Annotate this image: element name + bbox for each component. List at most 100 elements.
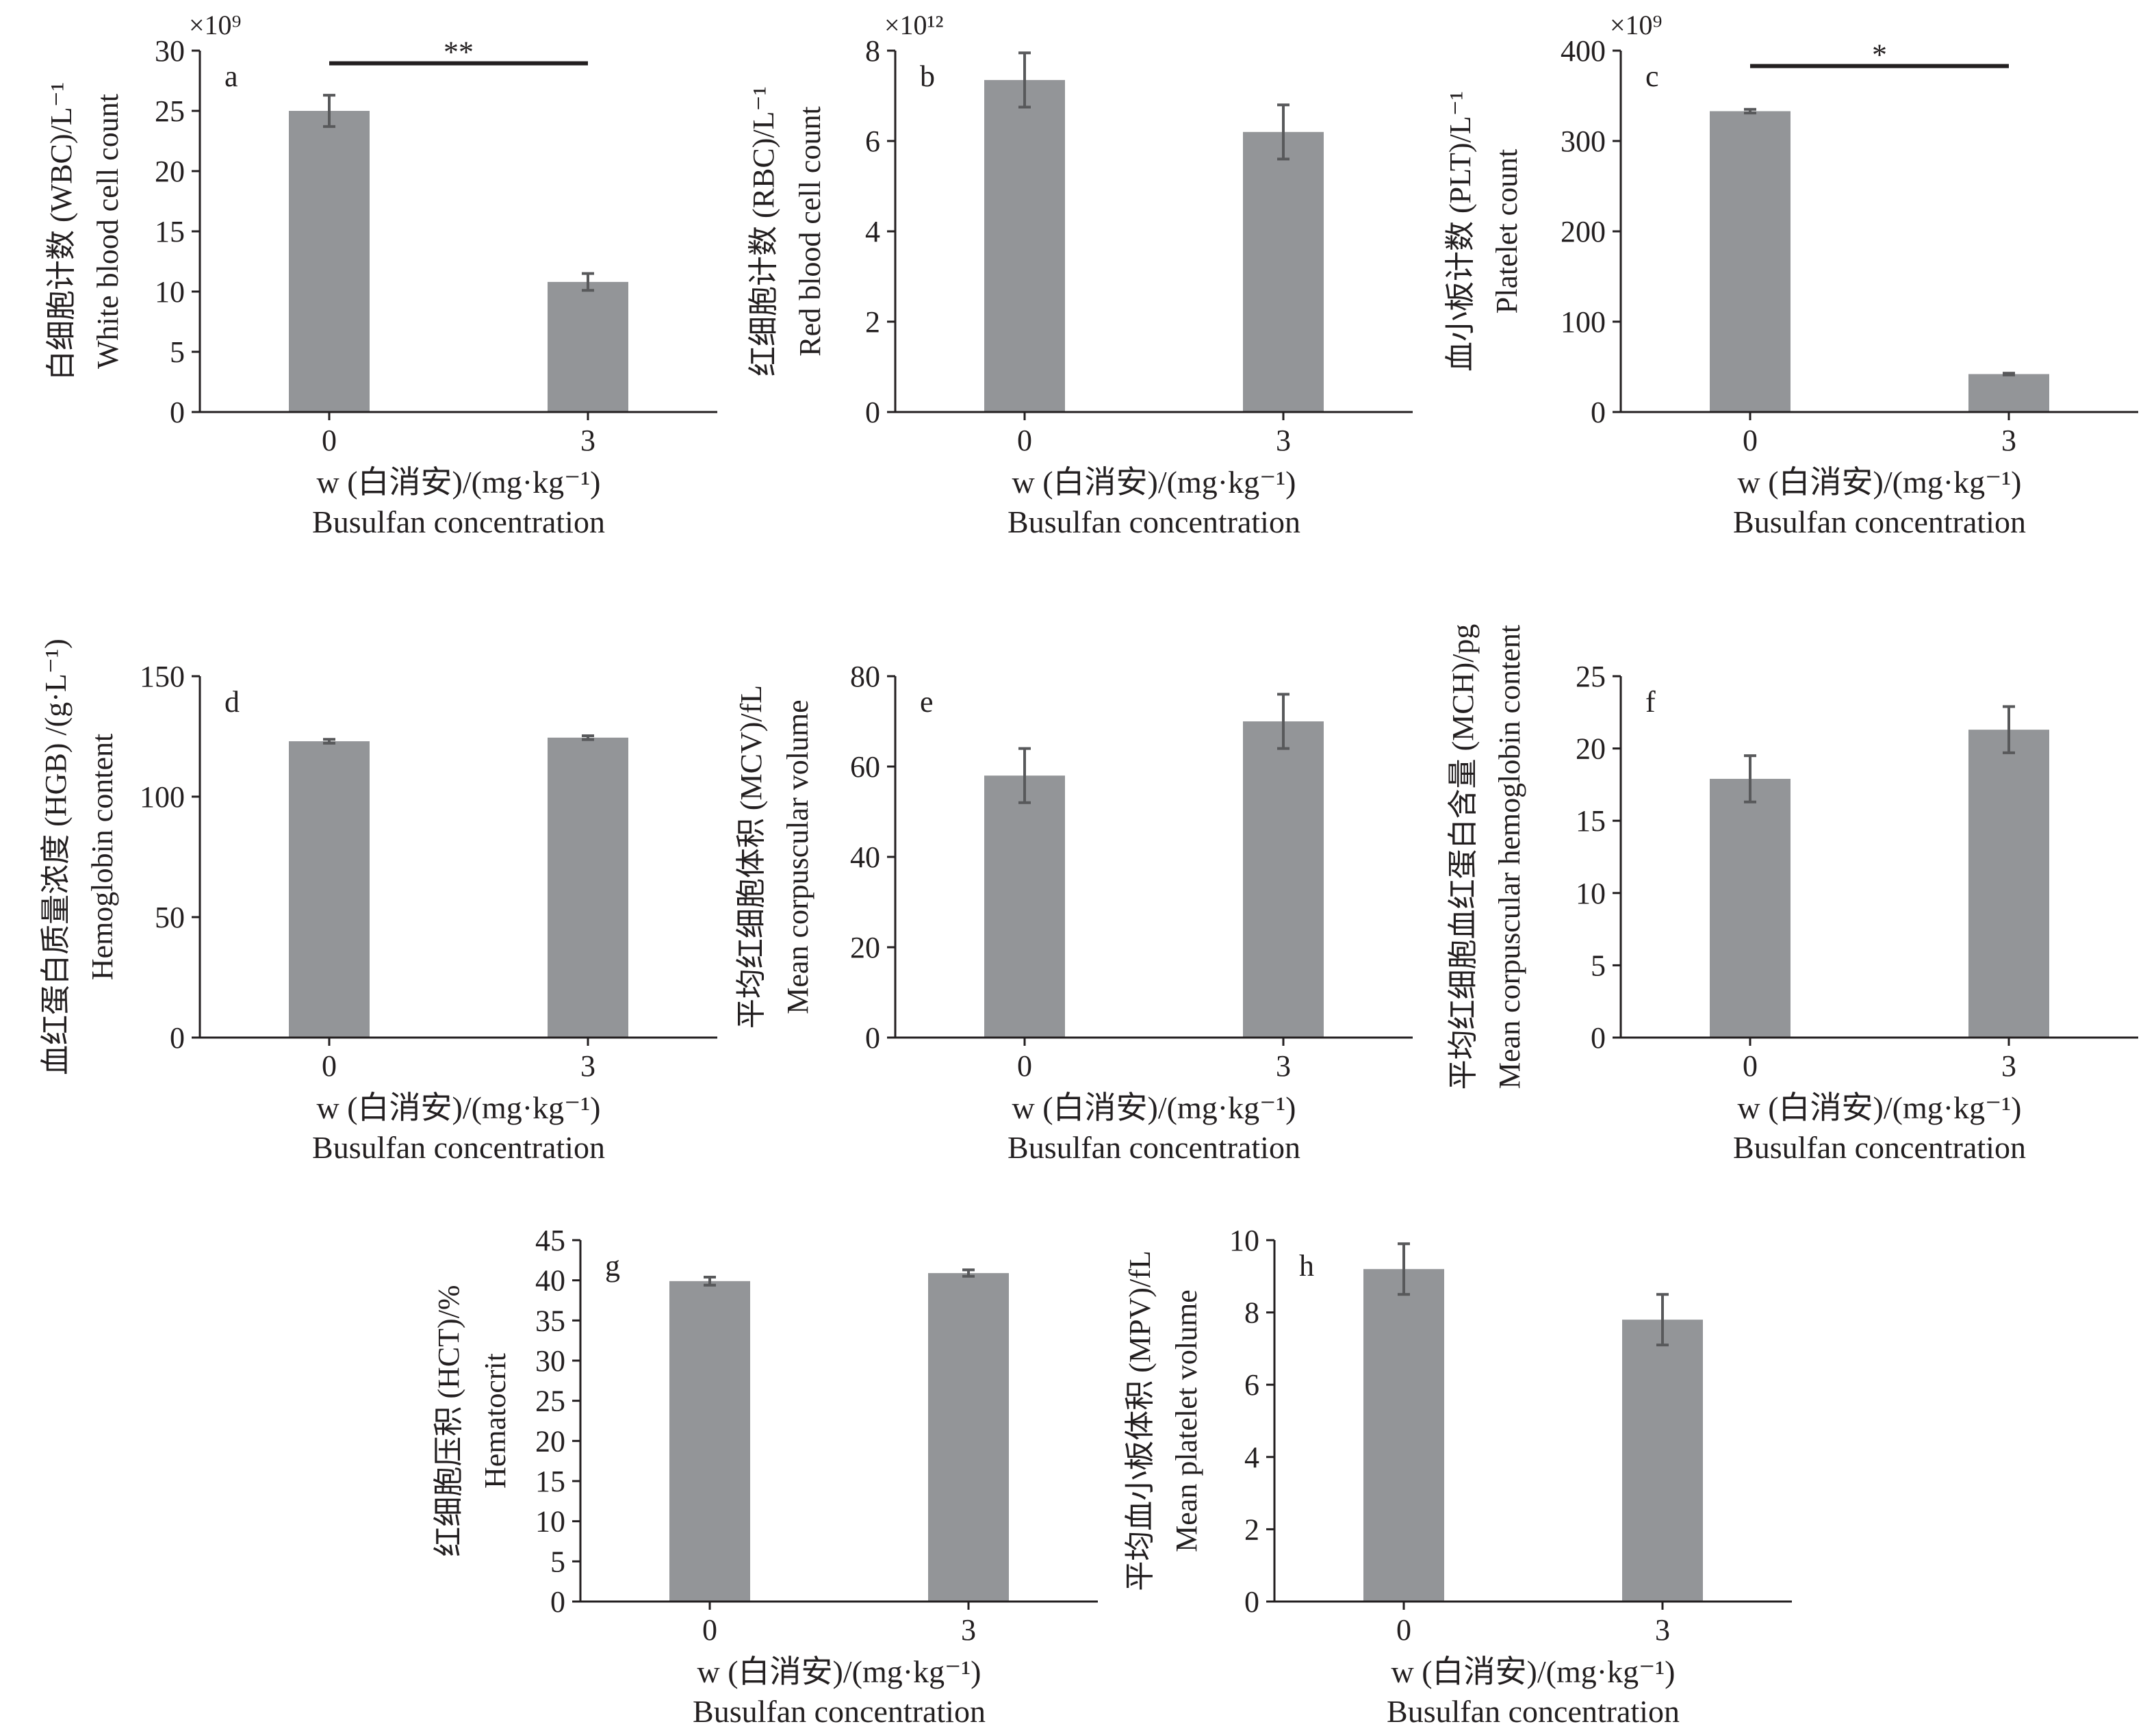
y-tick-label-a: 20 (155, 155, 185, 188)
significance-label-a: ** (444, 35, 474, 68)
y-tick-label-g: 35 (535, 1304, 565, 1337)
y-tick-label-f: 25 (1576, 660, 1606, 693)
y-tick-label-g: 10 (535, 1505, 565, 1539)
error-bar-e-0 (1018, 747, 1031, 804)
y-tick-label-e: 80 (850, 660, 880, 693)
bar-b-3 (1243, 131, 1324, 413)
bar-e-3 (1243, 721, 1324, 1038)
y-tick-label-f: 20 (1576, 732, 1606, 766)
bar-b-0 (984, 79, 1065, 413)
y-tick-label-g: 15 (535, 1465, 565, 1498)
x-tick-label-d: 0 (322, 1049, 337, 1083)
y-axis-title-en-g: Hematocrit (478, 1353, 512, 1489)
x-axis-title-en-c: Busulfan concentration (1733, 504, 2026, 539)
x-tick-label-c: 3 (2001, 424, 2016, 457)
panel-letter-a: a (224, 60, 238, 93)
y-tick-label-f: 5 (1591, 949, 1606, 982)
panel-letter-h: h (1299, 1249, 1314, 1283)
panel-letter-e: e (920, 685, 934, 719)
y-tick-label-g: 0 (550, 1585, 565, 1619)
y-tick-label-a: 15 (155, 215, 185, 248)
panel-letter-d: d (224, 685, 240, 719)
x-tick-label-a: 3 (580, 424, 595, 457)
y-tick-label-b: 8 (865, 34, 880, 68)
bar-g-0 (669, 1281, 750, 1602)
y-tick-label-a: 30 (155, 34, 185, 68)
x-tick-label-f: 3 (2001, 1049, 2016, 1083)
x-axis-title-cn-h: w (白消安)/(mg·kg⁻¹) (1391, 1654, 1676, 1689)
bar-e-0 (984, 775, 1065, 1038)
y-axis-title-cn-e: 平均红细胞体积 (MCV)/fL (734, 685, 768, 1029)
y-tick-label-a: 10 (155, 275, 185, 309)
y-axis-title-en-e: Mean corpuscular volume (781, 699, 814, 1014)
y-tick-label-f: 10 (1576, 877, 1606, 910)
y-tick-label-h: 10 (1229, 1224, 1259, 1257)
bar-d-3 (548, 737, 628, 1038)
x-tick-label-b: 0 (1017, 424, 1032, 457)
bar-a-3 (548, 281, 628, 412)
chart-panel-e: 0 20 40 60 80 0 3 w (白消安)/(mg·kg⁻¹) Busulfan con… (734, 660, 1413, 1165)
y-tick-label-a: 0 (170, 396, 185, 429)
x-tick-label-d: 3 (580, 1049, 595, 1083)
y-axis-title-en-b: Red blood cell count (793, 106, 827, 356)
y-tick-label-h: 4 (1244, 1441, 1259, 1474)
error-bar-b-3 (1277, 103, 1289, 161)
x-axis-title-en-f: Busulfan concentration (1733, 1130, 2026, 1165)
chart-panel-b: 0 2 4 6 8 0 3 w (白消安)/(mg·kg⁻¹) Busulfan concent… (747, 10, 1413, 539)
y-tick-label-g: 30 (535, 1344, 565, 1378)
y-tick-label-h: 2 (1244, 1513, 1259, 1546)
y-tick-label-a: 5 (170, 335, 185, 369)
chart-panel-c: 0 100 200 300 400 0 3 w (白消安)/(mg·kg⁻¹) Busulfan… (1443, 10, 2138, 539)
y-axis-title-en-c: Platelet count (1490, 149, 1524, 314)
error-bar-d-0 (323, 738, 335, 745)
y-axis-title-cn-c: 血小板计数 (PLT)/L⁻¹ (1443, 91, 1477, 372)
y-tick-label-g: 5 (550, 1545, 565, 1578)
bar-d-0 (289, 741, 370, 1038)
x-axis-title-cn-b: w (白消安)/(mg·kg⁻¹) (1012, 465, 1296, 500)
x-tick-label-h: 3 (1655, 1613, 1670, 1647)
y-tick-label-g: 20 (535, 1424, 565, 1458)
y-tick-label-g: 40 (535, 1264, 565, 1298)
error-bar-d-3 (582, 734, 594, 741)
x-tick-label-g: 0 (702, 1613, 717, 1647)
y-axis-title-cn-b: 红细胞计数 (RBC)/L⁻¹ (747, 86, 780, 376)
chart-panel-g: 0 5 10 15 20 25 30 35 40 45 0 3 w (白消安)/(mg·kg⁻¹) Bus… (432, 1224, 1098, 1729)
y-tick-label-e: 40 (850, 840, 880, 874)
x-tick-label-g: 3 (961, 1613, 976, 1647)
x-axis-title-en-d: Busulfan concentration (312, 1130, 605, 1165)
x-tick-label-e: 3 (1276, 1049, 1291, 1083)
error-bar-c-3 (2003, 372, 2015, 376)
x-axis-title-cn-f: w (白消安)/(mg·kg⁻¹) (1738, 1090, 2022, 1125)
x-tick-label-b: 3 (1276, 424, 1291, 457)
y-tick-label-c: 0 (1591, 396, 1606, 429)
y-tick-label-e: 0 (865, 1021, 880, 1055)
y-tick-label-d: 50 (155, 901, 185, 934)
x-axis-title-cn-d: w (白消安)/(mg·kg⁻¹) (317, 1090, 601, 1125)
y-tick-label-a: 25 (155, 94, 185, 128)
error-bar-a-3 (582, 272, 594, 292)
x-axis-title-en-g: Busulfan concentration (693, 1694, 986, 1729)
x-axis-title-cn-a: w (白消安)/(mg·kg⁻¹) (317, 465, 601, 500)
y-tick-label-h: 0 (1244, 1585, 1259, 1619)
x-axis-title-en-e: Busulfan concentration (1008, 1130, 1300, 1165)
y-tick-label-d: 0 (170, 1021, 185, 1055)
x-tick-label-c: 0 (1743, 424, 1758, 457)
error-bar-f-0 (1744, 754, 1756, 804)
bar-f-0 (1710, 778, 1791, 1038)
bar-c-0 (1710, 111, 1791, 412)
y-axis-title-cn-a: 白细胞计数 (WBC)/L⁻¹ (44, 82, 78, 381)
error-bar-b-0 (1018, 51, 1031, 109)
x-tick-label-e: 0 (1017, 1049, 1032, 1083)
y-tick-label-b: 2 (865, 305, 880, 339)
x-tick-label-a: 0 (322, 424, 337, 457)
x-axis-title-cn-g: w (白消安)/(mg·kg⁻¹) (697, 1654, 981, 1689)
y-axis-title-cn-g: 红细胞压积 (HCT)/% (432, 1285, 465, 1556)
panel-letter-c: c (1645, 60, 1659, 93)
y-tick-label-c: 200 (1561, 215, 1606, 248)
y-tick-label-c: 400 (1561, 34, 1606, 68)
x-axis-title-en-h: Busulfan concentration (1387, 1694, 1680, 1729)
x-tick-label-h: 0 (1396, 1613, 1411, 1647)
y-tick-label-g: 25 (535, 1385, 565, 1418)
